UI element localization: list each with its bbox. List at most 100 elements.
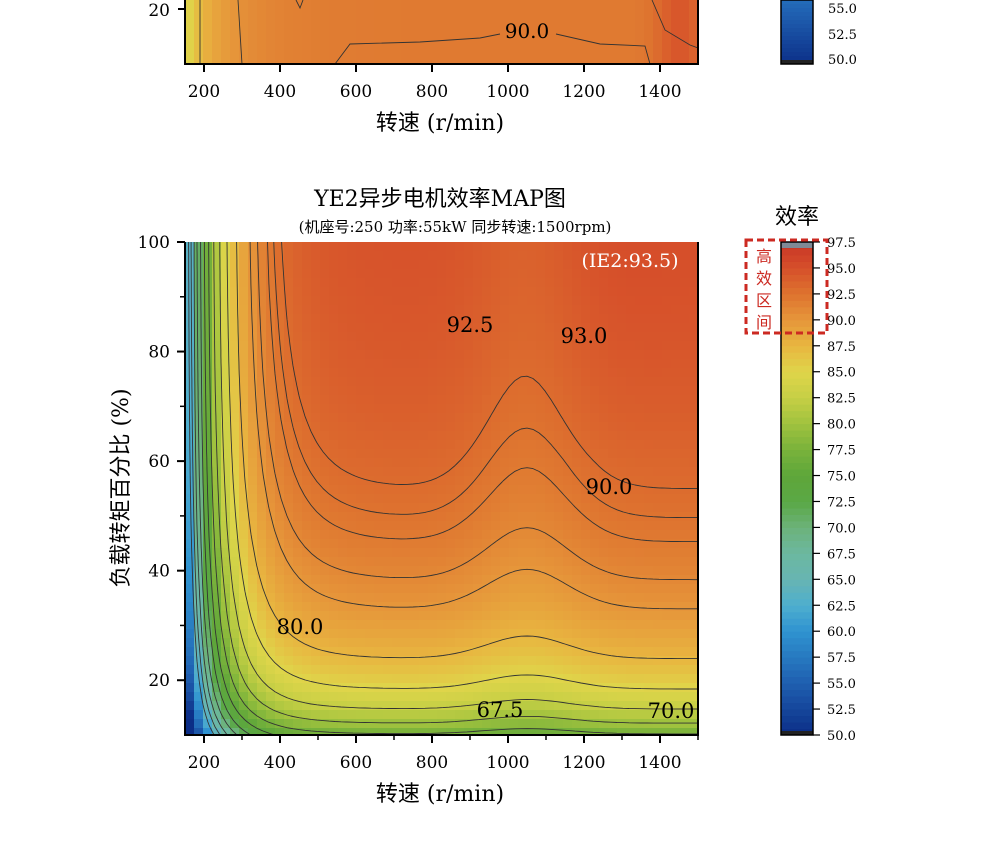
heat-cell — [473, 548, 483, 558]
heat-cell — [356, 566, 366, 576]
heat-cell — [356, 458, 366, 468]
heat-cell — [617, 431, 627, 441]
heat-cell — [680, 557, 690, 567]
heat-cell — [644, 629, 654, 639]
heat-cell — [671, 647, 681, 657]
heat-cell — [302, 332, 312, 342]
heat-cell — [383, 269, 393, 279]
heat-cell — [455, 287, 465, 297]
heat-cell — [293, 485, 303, 495]
heat-cell — [302, 647, 312, 657]
heat-cell — [518, 503, 528, 513]
heat-cell — [671, 251, 681, 261]
heat-cell — [536, 611, 546, 621]
top-colorbar-band — [781, 4, 813, 9]
heat-cell — [617, 647, 627, 657]
colorbar-band — [781, 696, 813, 704]
colorbar-band — [781, 592, 813, 600]
heat-cell — [689, 656, 698, 666]
heat-cell — [401, 647, 411, 657]
heat-cell — [428, 566, 438, 576]
heat-cell — [365, 728, 375, 735]
top-heat-cell — [662, 0, 672, 10]
heat-cell — [626, 404, 636, 414]
heat-cell — [401, 548, 411, 558]
heat-cell — [410, 629, 420, 639]
heat-cell — [590, 503, 600, 513]
heat-cell — [608, 368, 618, 378]
heat-cell — [662, 512, 672, 522]
heat-cell — [644, 710, 654, 720]
heat-cell — [302, 341, 312, 351]
heat-cell — [626, 611, 636, 621]
heat-cell — [428, 440, 438, 450]
top-heat-cell — [311, 27, 321, 37]
heat-cell — [662, 485, 672, 495]
heat-cell — [320, 467, 330, 477]
top-heat-cell — [365, 27, 375, 37]
top-heat-cell — [203, 54, 213, 64]
heat-cell — [329, 674, 339, 684]
heat-cell — [275, 566, 285, 576]
heat-cell — [356, 557, 366, 567]
heat-cell — [392, 467, 402, 477]
heat-cell — [320, 530, 330, 540]
heat-cell — [545, 566, 555, 576]
heat-cell — [203, 728, 213, 735]
top-heat-cell — [392, 54, 402, 64]
heat-cell — [266, 485, 276, 495]
heat-cell — [212, 719, 222, 729]
heat-cell — [590, 521, 600, 531]
colorbar-band — [781, 611, 813, 619]
heat-cell — [473, 494, 483, 504]
heat-cell — [536, 287, 546, 297]
heat-cell — [671, 431, 681, 441]
heat-cell — [392, 674, 402, 684]
heat-cell — [248, 719, 258, 729]
heat-cell — [635, 557, 645, 567]
heat-cell — [347, 296, 357, 306]
heat-cell — [455, 368, 465, 378]
heat-cell — [374, 611, 384, 621]
heat-cell — [527, 548, 537, 558]
colorbar-tick-label: 72.5 — [827, 495, 856, 510]
top-heat-cell — [302, 36, 312, 46]
colorbar-band — [781, 488, 813, 496]
heat-cell — [185, 539, 195, 549]
heat-cell — [617, 449, 627, 459]
heat-cell — [446, 332, 456, 342]
top-colorbar-band — [781, 0, 813, 5]
heat-cell — [455, 701, 465, 711]
heat-cell — [329, 296, 339, 306]
top-heat-cell — [419, 36, 429, 46]
heat-cell — [401, 566, 411, 576]
heat-cell — [437, 512, 447, 522]
heat-cell — [500, 575, 510, 585]
heat-cell — [320, 629, 330, 639]
heat-cell — [563, 413, 573, 423]
top-heat-cell — [653, 45, 663, 55]
heat-cell — [401, 242, 411, 252]
heat-cell — [689, 260, 698, 270]
top-heat-cell — [221, 54, 231, 64]
heat-cell — [608, 575, 618, 585]
heat-cell — [545, 422, 555, 432]
heat-cell — [365, 692, 375, 702]
contour-line — [203, 242, 276, 735]
heat-cell — [248, 350, 258, 360]
heat-cell — [635, 656, 645, 666]
heat-cell — [401, 458, 411, 468]
top-heat-cell — [680, 45, 690, 55]
heat-cell — [230, 638, 240, 648]
heat-cell — [509, 260, 519, 270]
top-heat-cell — [518, 27, 528, 37]
heat-cell — [527, 638, 537, 648]
heat-cell — [266, 728, 276, 735]
heat-cell — [410, 719, 420, 729]
heat-cell — [302, 629, 312, 639]
heat-cell — [392, 386, 402, 396]
heat-cell — [689, 629, 698, 639]
heat-cell — [365, 314, 375, 324]
heat-cell — [374, 305, 384, 315]
